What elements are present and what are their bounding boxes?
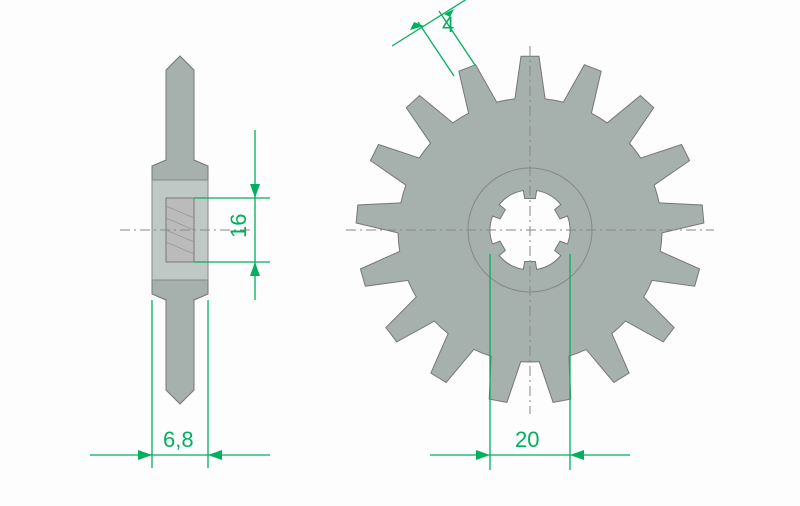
- dim-16-text: 16: [226, 214, 251, 238]
- dim-6-8-text: 6,8: [163, 427, 194, 452]
- dim-4-text: 4: [442, 12, 454, 37]
- dim-20-text: 20: [515, 427, 539, 452]
- technical-drawing: 16 6,8 20 4: [0, 0, 800, 506]
- dimension-tooth-4: 4: [392, 0, 478, 76]
